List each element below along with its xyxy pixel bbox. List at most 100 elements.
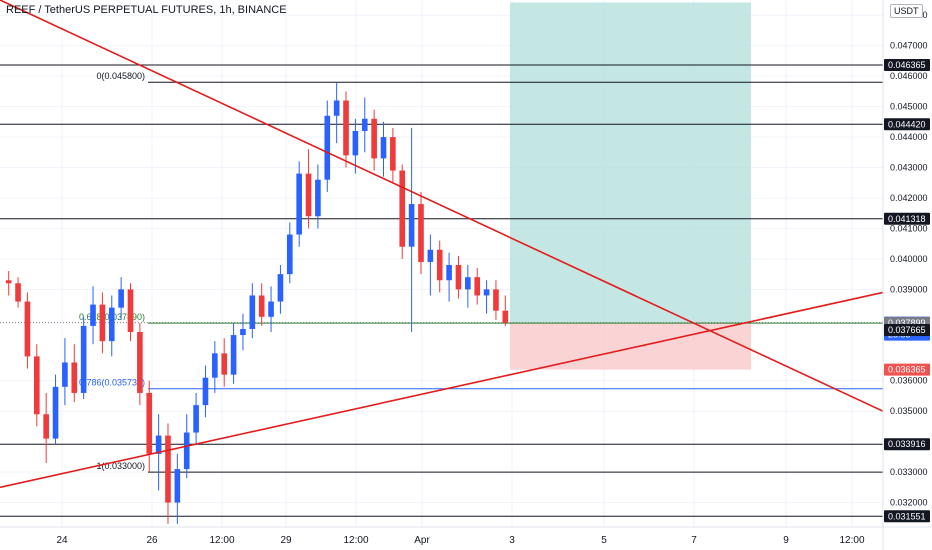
time-tick-label: 12:00 bbox=[209, 535, 234, 546]
candlestick-series bbox=[5, 82, 509, 524]
price-tag bbox=[884, 324, 930, 337]
candle-body bbox=[221, 353, 228, 375]
candle-body bbox=[174, 469, 181, 503]
candle-body bbox=[15, 283, 21, 302]
candle-body bbox=[249, 295, 256, 329]
time-tick-label: 29 bbox=[280, 535, 292, 546]
price-tick-label: 0.043000 bbox=[890, 163, 928, 173]
candle-body bbox=[137, 332, 143, 393]
candle-body bbox=[33, 356, 40, 415]
candle-body bbox=[240, 328, 246, 336]
candle-body bbox=[118, 289, 124, 308]
time-tick-label: 7 bbox=[691, 535, 697, 546]
candle-body bbox=[455, 265, 462, 290]
price-tag bbox=[884, 510, 930, 523]
price-tag bbox=[884, 438, 930, 451]
price-tick-label: 0.035000 bbox=[890, 406, 928, 416]
candle-body bbox=[446, 265, 452, 281]
time-tick-label: Apr bbox=[414, 535, 430, 546]
price-tick-label: 0.045000 bbox=[890, 102, 928, 112]
candle-body bbox=[5, 280, 12, 284]
price-axis[interactable]: 0.0480000.0470000.0460000.0450000.044000… bbox=[890, 10, 928, 507]
price-tick-label: 0.047000 bbox=[890, 41, 928, 51]
candle-body bbox=[474, 277, 481, 296]
price-tag bbox=[884, 212, 930, 225]
candle-body bbox=[465, 277, 471, 290]
candle-body bbox=[146, 392, 153, 454]
candle-body bbox=[230, 335, 237, 375]
candle-body bbox=[24, 301, 31, 357]
price-tag-label: 0.037899 bbox=[888, 318, 926, 328]
price-tick-label: 0.044000 bbox=[890, 132, 928, 142]
price-tag bbox=[884, 59, 930, 72]
candle-body bbox=[380, 137, 387, 159]
time-axis[interactable]: 24 26 12:00 29 12:00 Apr 3 5 7 9 12:00 bbox=[56, 535, 865, 546]
candle-body bbox=[493, 289, 499, 311]
time-tick-label: 12:00 bbox=[343, 535, 368, 546]
candle-body bbox=[399, 170, 406, 247]
price-tick-label: 0.042000 bbox=[890, 193, 928, 203]
currency-badge[interactable]: USDT bbox=[890, 4, 923, 18]
candle-body bbox=[155, 435, 162, 454]
candle-body bbox=[371, 118, 377, 159]
candle-body bbox=[390, 137, 396, 171]
candle-body bbox=[52, 386, 59, 439]
price-tag-label: 0.033916 bbox=[888, 439, 926, 449]
candle-body bbox=[333, 100, 340, 116]
price-tag-label: 0.041318 bbox=[888, 214, 926, 224]
candle-body bbox=[127, 289, 134, 333]
time-tick-label: 12:00 bbox=[839, 535, 864, 546]
candle-body bbox=[361, 118, 368, 131]
candle-body bbox=[183, 432, 190, 470]
price-tick-label: 0.041000 bbox=[890, 223, 928, 233]
candle-body bbox=[352, 130, 359, 156]
candle-body bbox=[108, 307, 115, 342]
candle-body bbox=[90, 304, 96, 326]
price-tag-label: 0.031551 bbox=[888, 511, 926, 521]
price-tag-label: 0.046365 bbox=[888, 60, 926, 70]
fib-label: 0(0.045800) bbox=[96, 71, 145, 81]
fib-label: 1(0.033000) bbox=[96, 461, 145, 471]
candle-body bbox=[202, 377, 209, 406]
time-tick-label: 5 bbox=[601, 535, 607, 546]
candle-body bbox=[427, 249, 434, 262]
candle-body bbox=[436, 249, 443, 281]
candle-body bbox=[268, 301, 274, 317]
time-tick-label: 3 bbox=[509, 535, 515, 546]
candle-body bbox=[80, 325, 87, 393]
price-tick-label: 0.040000 bbox=[890, 254, 928, 264]
price-tick-label: 0.046000 bbox=[890, 71, 928, 81]
candle-body bbox=[286, 234, 293, 275]
candle-body bbox=[418, 204, 424, 262]
candle-body bbox=[296, 173, 302, 235]
chart-title: REEF / TetherUS PERPETUAL FUTURES, 1h, B… bbox=[6, 4, 287, 16]
trendline-ascending bbox=[0, 291, 884, 489]
time-tick-label: 24 bbox=[56, 535, 68, 546]
candle-body bbox=[43, 414, 49, 439]
price-tag-label: 0.037665 bbox=[888, 325, 926, 335]
price-tag bbox=[884, 118, 930, 131]
candle-body bbox=[343, 100, 349, 156]
candle-body bbox=[258, 295, 265, 317]
time-tick-label: 26 bbox=[146, 535, 158, 546]
candle-body bbox=[62, 362, 68, 387]
candle-body bbox=[315, 179, 321, 217]
price-tag-label: 0.036365 bbox=[888, 365, 926, 375]
price-tick-label: 0.032000 bbox=[890, 498, 928, 508]
price-tags: 0.0463650.0444200.0413180.03790928:550.0… bbox=[884, 59, 930, 523]
fibonacci-levels: 0(0.045800)0.618(0.037890)0.786(0.035739… bbox=[79, 71, 883, 473]
position-zones bbox=[510, 2, 751, 370]
time-tick-label: 9 bbox=[783, 535, 789, 546]
profit-zone bbox=[510, 2, 751, 323]
candle-body bbox=[305, 173, 312, 217]
price-tag-label: 0.044420 bbox=[888, 119, 926, 129]
candle-body bbox=[212, 353, 218, 378]
price-tick-label: 0.033000 bbox=[890, 467, 928, 477]
candle-body bbox=[99, 304, 106, 342]
trendlines bbox=[0, 0, 884, 489]
candle-body bbox=[408, 204, 415, 247]
candle-body bbox=[277, 274, 284, 302]
price-tick-label: 0.036000 bbox=[890, 376, 928, 386]
trendline-descending bbox=[0, 0, 884, 412]
